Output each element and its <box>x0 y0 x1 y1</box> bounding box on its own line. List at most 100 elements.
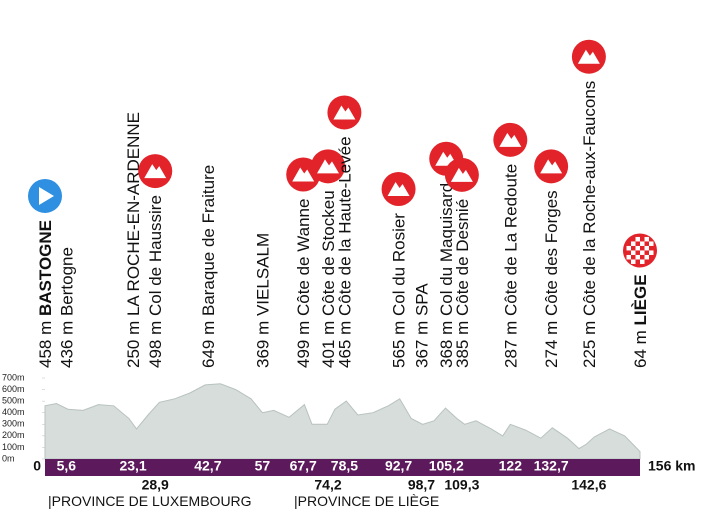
checker <box>644 236 649 242</box>
mountain <box>577 49 600 64</box>
waypoint-icon <box>327 95 362 130</box>
waypoint-altitude: 565 m <box>390 321 409 368</box>
waypoint-altitude: 458 m <box>36 321 55 368</box>
waypoint-label: 368 m Col du Maquisard <box>437 183 456 368</box>
y-tick-label: 200m <box>2 430 25 440</box>
km-label: 28,9 <box>142 477 169 493</box>
checker <box>626 245 631 251</box>
km-label: 67,7 <box>290 458 317 474</box>
km-label: 142,6 <box>571 477 606 493</box>
waypoint-altitude: 436 m <box>57 321 76 368</box>
waypoint-name: Côte de la Roche-aux-Faucons <box>580 81 599 316</box>
km-label: 92,7 <box>385 458 412 474</box>
waypoint-label: 250 m LA ROCHE-EN-ARDENNE <box>124 112 143 368</box>
y-tick-label: 0m <box>2 453 15 463</box>
y-tick-label: 100m <box>2 442 25 452</box>
waypoint-name: Col du Rosier <box>390 213 409 316</box>
waypoint-label: 565 m Col du Rosier <box>390 213 409 368</box>
y-tick-label: 400m <box>2 407 25 417</box>
checker <box>644 254 649 260</box>
waypoint-name: Côte de Stockeu <box>319 190 338 316</box>
waypoint-label: 369 m VIELSALM <box>253 233 272 368</box>
waypoint-name: Côte des Forges <box>542 190 561 316</box>
waypoint-icon <box>381 172 416 207</box>
waypoint-altitude: 368 m <box>437 321 456 368</box>
km-label: 78,5 <box>331 458 358 474</box>
km-label: 42,7 <box>194 458 221 474</box>
waypoint-name: LA ROCHE-EN-ARDENNE <box>124 112 143 316</box>
waypoint-altitude: 287 m <box>501 321 520 368</box>
km-label: 105,2 <box>429 458 464 474</box>
km-label: 156 km <box>648 458 695 474</box>
km-label: 122 <box>499 458 523 474</box>
waypoint-icon <box>444 157 479 192</box>
y-tick-label: 300m <box>2 419 25 429</box>
mountain <box>317 159 340 174</box>
waypoint-altitude: 498 m <box>146 321 165 368</box>
waypoint-altitude: 274 m <box>542 321 561 368</box>
waypoint-name: SPA <box>412 283 431 316</box>
waypoint-icon <box>311 149 346 184</box>
checker <box>631 241 636 246</box>
waypoint-name: Côte de Desnié <box>453 199 472 316</box>
km-label: 0 <box>33 458 41 474</box>
waypoint-altitude: 499 m <box>294 321 313 368</box>
waypoint-name: BASTOGNE <box>36 220 55 316</box>
province-label: |PROVINCE DE LUXEMBOURG <box>48 493 252 509</box>
waypoint-label: 649 m Baraque de Fraiture <box>199 165 218 368</box>
mountain <box>144 164 167 179</box>
waypoint-label: 385 m Côte de Desnié <box>453 199 472 368</box>
start-arrow <box>39 186 54 205</box>
waypoint-label: 401 m Côte de Stockeu <box>319 190 338 368</box>
waypoint-altitude: 369 m <box>253 321 272 368</box>
waypoint-label: 64 m LIÈGE <box>631 274 650 368</box>
waypoint-name: Côte de Wanne <box>294 199 313 317</box>
waypoint-icon <box>28 178 62 213</box>
km-label: 23,1 <box>119 458 146 474</box>
waypoint-name: Bertogne <box>57 247 76 316</box>
checker <box>644 245 649 251</box>
mountain <box>387 182 410 197</box>
mountain <box>333 105 356 120</box>
waypoint-altitude: 649 m <box>199 321 218 368</box>
waypoint-altitude: 225 m <box>580 321 599 368</box>
waypoint-altitude: 385 m <box>453 321 472 368</box>
waypoint-label: 367 m SPA <box>412 283 431 368</box>
elevation-area <box>44 383 641 460</box>
checker <box>631 259 636 264</box>
km-label: 57 <box>255 458 271 474</box>
waypoint-name: Col du Maquisard <box>437 183 456 316</box>
waypoint-altitude: 465 m <box>335 321 354 368</box>
checker <box>635 254 640 260</box>
y-tick-label: 600m <box>2 384 25 394</box>
waypoint-icon <box>623 233 657 268</box>
km-label: 5,6 <box>57 458 77 474</box>
km-label: 109,3 <box>444 477 479 493</box>
checker <box>635 245 640 251</box>
waypoint-name: VIELSALM <box>253 233 272 316</box>
checker <box>635 236 640 242</box>
mountain <box>540 159 563 174</box>
waypoint-label: 458 m BASTOGNE <box>36 220 55 368</box>
waypoint-icon <box>571 39 606 74</box>
checker <box>640 241 645 246</box>
waypoint-altitude: 401 m <box>319 321 338 368</box>
mountain <box>499 132 522 147</box>
checker <box>649 241 654 246</box>
y-tick-label: 500m <box>2 396 25 406</box>
waypoint-label: 498 m Col de Haussire <box>146 195 165 368</box>
waypoint-altitude: 250 m <box>124 321 143 368</box>
waypoint-altitude: 64 m <box>631 330 650 368</box>
waypoint-altitude: 367 m <box>412 321 431 368</box>
waypoint-label: 465 m Côte de la Haute-Levée <box>335 136 354 368</box>
province-label: |PROVINCE DE LIÈGE <box>294 493 439 509</box>
checker <box>640 259 645 264</box>
checker <box>640 250 645 255</box>
checker <box>631 250 636 255</box>
waypoint-label: 499 m Côte de Wanne <box>294 199 313 368</box>
waypoint-name: Côte de la Haute-Levée <box>335 136 354 316</box>
waypoint-name: LIÈGE <box>631 274 650 325</box>
checker <box>626 254 631 260</box>
km-bar <box>45 459 640 476</box>
